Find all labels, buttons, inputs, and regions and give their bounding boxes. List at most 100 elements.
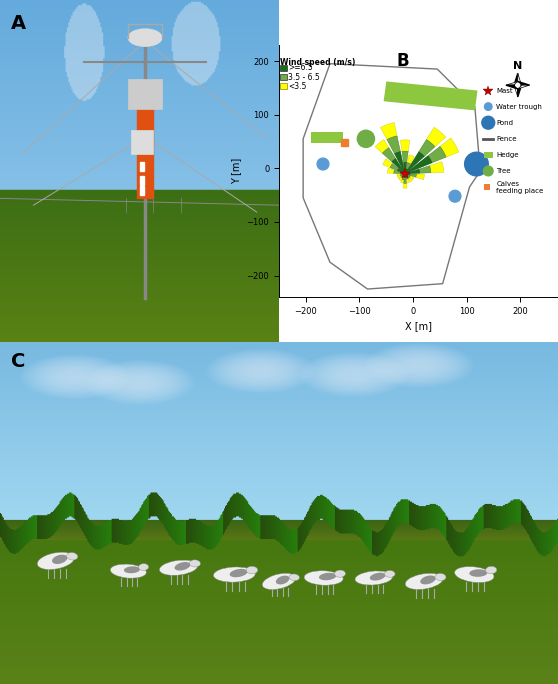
Polygon shape [418,140,435,157]
Polygon shape [405,174,406,178]
Polygon shape [401,172,405,174]
Polygon shape [506,81,518,85]
Ellipse shape [485,566,497,574]
Circle shape [483,166,493,176]
Text: Mast: Mast [496,88,513,94]
Text: Hedge: Hedge [496,152,519,158]
Circle shape [317,158,329,170]
Text: Pond: Pond [496,120,513,126]
Polygon shape [514,73,518,85]
Polygon shape [375,140,389,153]
Polygon shape [383,159,392,168]
Polygon shape [401,179,404,183]
Circle shape [484,103,492,110]
Text: C: C [11,352,26,371]
Ellipse shape [319,573,336,580]
Polygon shape [401,174,403,176]
Polygon shape [407,155,414,163]
Polygon shape [400,174,403,175]
Text: <3.5: <3.5 [288,81,306,91]
Text: Water trough: Water trough [496,103,542,109]
Circle shape [465,153,488,176]
Polygon shape [518,85,530,89]
Bar [280,65,286,71]
Polygon shape [428,146,446,163]
Polygon shape [506,85,518,89]
Polygon shape [397,174,401,176]
Ellipse shape [335,570,345,577]
Bar [140,176,144,185]
Polygon shape [406,175,409,179]
Polygon shape [401,140,410,151]
Polygon shape [402,176,405,180]
Ellipse shape [276,576,290,584]
Circle shape [449,190,461,202]
Text: A: A [11,14,26,33]
Bar [280,83,286,90]
Polygon shape [406,176,408,179]
Text: Wind speed (m/s): Wind speed (m/s) [280,58,355,67]
Bar [341,139,348,146]
Text: N: N [513,61,522,70]
Polygon shape [399,177,402,181]
Polygon shape [395,152,405,174]
Ellipse shape [435,573,446,581]
Ellipse shape [37,552,74,570]
Polygon shape [405,174,406,176]
Polygon shape [394,170,401,174]
Ellipse shape [405,573,443,590]
Ellipse shape [124,566,140,573]
Polygon shape [518,73,522,85]
Ellipse shape [289,574,300,581]
Circle shape [357,130,374,147]
Polygon shape [407,174,410,177]
Polygon shape [410,176,414,180]
Text: B: B [396,53,409,70]
Polygon shape [405,174,407,175]
Ellipse shape [175,562,190,570]
Ellipse shape [384,570,395,577]
Text: >=6.5: >=6.5 [288,64,313,73]
Ellipse shape [190,560,200,567]
Bar [140,163,144,171]
Ellipse shape [370,573,386,581]
Bar [131,130,153,154]
Polygon shape [426,127,446,147]
Ellipse shape [52,555,68,564]
Polygon shape [398,169,405,174]
Polygon shape [403,162,407,174]
Y-axis label: Y [m]: Y [m] [231,158,241,184]
Polygon shape [390,163,399,171]
Ellipse shape [304,570,343,586]
Polygon shape [405,152,424,174]
X-axis label: X [m]: X [m] [405,321,432,331]
Bar [140,187,144,195]
Polygon shape [405,169,407,174]
Polygon shape [406,179,410,183]
Polygon shape [405,174,407,176]
Ellipse shape [128,29,162,47]
Ellipse shape [230,569,247,577]
Ellipse shape [246,566,258,574]
Polygon shape [440,138,459,157]
Polygon shape [398,176,401,179]
Polygon shape [402,175,404,178]
Ellipse shape [66,553,78,560]
Text: Fence: Fence [496,136,517,142]
Polygon shape [403,183,407,188]
Ellipse shape [262,573,296,590]
Polygon shape [404,178,406,183]
Polygon shape [405,156,432,174]
Ellipse shape [110,564,146,578]
Ellipse shape [469,569,487,577]
Bar [137,103,153,198]
Polygon shape [404,174,405,176]
Polygon shape [382,148,396,162]
Polygon shape [381,122,397,140]
Polygon shape [405,174,410,175]
Bar [403,172,407,176]
Polygon shape [403,174,405,175]
Polygon shape [387,136,401,154]
Polygon shape [518,81,530,85]
Text: 3.5 - 6.5: 3.5 - 6.5 [288,73,320,81]
